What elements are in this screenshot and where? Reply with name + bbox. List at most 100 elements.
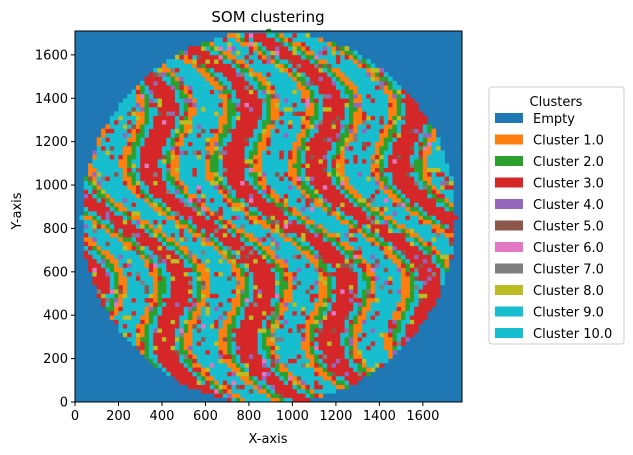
cluster-cell — [448, 232, 454, 238]
cluster-cell — [83, 245, 89, 251]
cluster-cell — [201, 254, 206, 260]
cluster-cell — [335, 124, 341, 129]
cluster-cell — [196, 198, 202, 203]
cluster-cell — [240, 371, 245, 377]
cluster-cell — [118, 154, 124, 160]
cluster-cell — [118, 245, 124, 251]
cluster-cell — [431, 219, 437, 225]
cluster-cell — [244, 306, 250, 312]
cluster-cell — [314, 302, 319, 307]
cluster-cell — [140, 154, 145, 160]
cluster-cell — [305, 128, 311, 134]
cluster-cell — [166, 310, 171, 316]
cluster-cell — [183, 111, 189, 116]
cluster-cell — [288, 323, 293, 329]
cluster-cell — [279, 332, 285, 338]
cluster-cell — [431, 132, 437, 138]
cluster-cell — [188, 215, 193, 221]
cluster-cell — [314, 237, 319, 242]
cluster-cell — [366, 254, 371, 260]
cluster-cell — [418, 263, 424, 268]
cluster-cell — [322, 106, 328, 112]
cluster-cell — [209, 302, 215, 307]
cluster-cell — [101, 215, 106, 221]
cluster-cell — [353, 159, 358, 164]
cluster-cell — [348, 163, 354, 168]
cluster-cell — [183, 219, 189, 225]
cluster-cell — [161, 254, 167, 260]
cluster-cell — [196, 206, 202, 212]
cluster-cell — [357, 159, 363, 164]
cluster-cell — [344, 380, 350, 385]
cluster-cell — [266, 349, 271, 355]
cluster-cell — [435, 189, 441, 195]
cluster-cell — [309, 219, 315, 225]
cluster-cell — [209, 362, 215, 368]
cluster-cell — [157, 315, 163, 320]
cluster-cell — [88, 254, 93, 260]
cluster-cell — [322, 267, 328, 273]
cluster-cell — [396, 137, 402, 142]
cluster-cell — [248, 319, 254, 325]
cluster-cell — [244, 336, 250, 342]
cluster-cell — [296, 289, 302, 294]
cluster-cell — [309, 354, 315, 359]
cluster-cell — [305, 354, 311, 359]
cluster-cell — [92, 189, 98, 195]
cluster-cell — [344, 228, 350, 234]
cluster-cell — [170, 319, 176, 325]
cluster-cell — [131, 228, 137, 234]
cluster-cell — [244, 354, 250, 359]
cluster-cell — [227, 310, 232, 316]
cluster-cell — [340, 215, 345, 221]
cluster-cell — [270, 284, 276, 290]
cluster-cell — [270, 258, 276, 264]
cluster-cell — [88, 263, 93, 268]
cluster-cell — [188, 341, 193, 346]
cluster-cell — [296, 141, 302, 147]
cluster-cell — [375, 349, 380, 355]
cluster-cell — [331, 315, 337, 320]
cluster-cell — [414, 232, 419, 238]
cluster-cell — [179, 371, 185, 377]
cluster-cell — [283, 185, 289, 190]
cluster-cell — [296, 297, 302, 303]
cluster-cell — [114, 315, 119, 320]
cluster-cell — [161, 124, 167, 129]
cluster-cell — [448, 245, 454, 251]
cluster-cell — [170, 132, 176, 138]
cluster-cell — [314, 159, 319, 164]
cluster-cell — [405, 267, 411, 273]
cluster-cell — [196, 202, 202, 208]
cluster-cell — [244, 224, 250, 229]
cluster-cell — [161, 336, 167, 342]
cluster-cell — [170, 367, 176, 372]
cluster-cell — [205, 280, 211, 286]
cluster-cell — [148, 237, 154, 242]
cluster-cell — [296, 345, 302, 351]
cluster-cell — [335, 345, 341, 351]
cluster-cell — [192, 341, 198, 346]
cluster-cell — [148, 219, 154, 225]
cluster-cell — [175, 289, 180, 294]
cluster-cell — [122, 323, 128, 329]
cluster-cell — [340, 250, 345, 255]
cluster-cell — [344, 193, 350, 199]
cluster-cell — [231, 211, 237, 216]
cluster-cell — [201, 358, 206, 364]
cluster-cell — [227, 336, 232, 342]
cluster-cell — [161, 193, 167, 199]
cluster-cell — [109, 293, 115, 299]
cluster-cell — [331, 280, 337, 286]
cluster-cell — [92, 241, 98, 247]
cluster-cell — [161, 172, 167, 177]
cluster-cell — [122, 245, 128, 251]
cluster-cell — [331, 215, 337, 221]
cluster-cell — [309, 102, 315, 108]
cluster-cell — [209, 375, 215, 381]
cluster-cell — [179, 176, 185, 181]
cluster-cell — [201, 202, 206, 208]
cluster-cell — [309, 393, 315, 398]
cluster-cell — [388, 276, 393, 281]
cluster-cell — [370, 241, 376, 247]
